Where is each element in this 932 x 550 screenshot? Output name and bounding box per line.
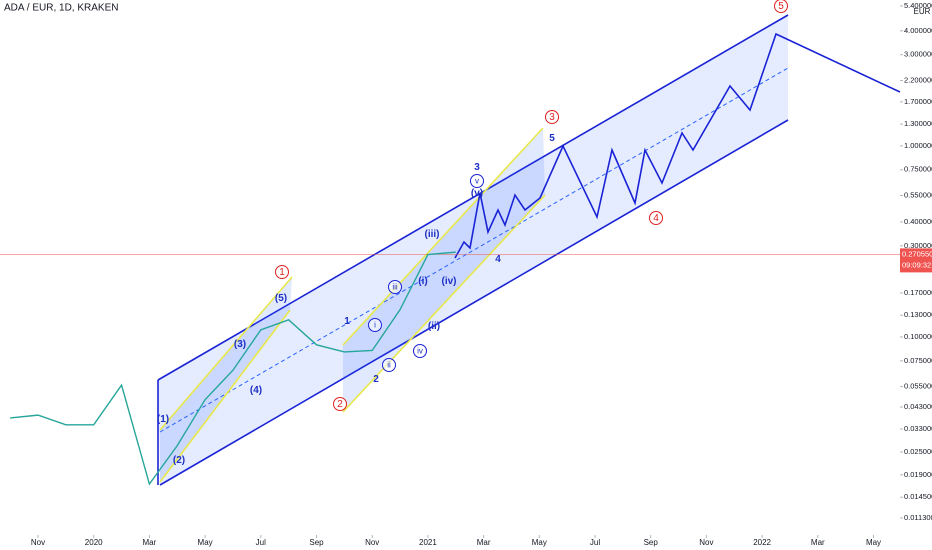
x-tick-label: Sep: [309, 538, 324, 547]
projection: [454, 32, 901, 259]
sub-channel-fill: [343, 128, 545, 412]
annotation: (3): [234, 339, 246, 350]
annotation: 4: [495, 254, 501, 265]
annotation: (iv): [442, 276, 457, 287]
y-tick-label: 0.011300: [904, 513, 932, 522]
x-tick-label: May: [532, 538, 547, 547]
annotation: (i): [418, 276, 427, 287]
annotation: ii: [387, 361, 391, 370]
sub-channel-fill: [160, 277, 292, 482]
channel-upper: [157, 14, 789, 381]
x-tick-label: Sep: [644, 538, 659, 547]
annotation: 5: [778, 1, 784, 12]
annotation: 3: [549, 112, 555, 123]
annotation-circle: [413, 344, 427, 358]
annotation-circle: [649, 211, 663, 225]
annotation: (2): [173, 455, 185, 466]
annotation-circle: [275, 265, 289, 279]
price-line-series: [10, 251, 456, 486]
annotation-circle: [368, 318, 382, 332]
x-tick-label: 2020: [85, 538, 103, 547]
x-tick-label: May: [198, 538, 213, 547]
annotation: iv: [417, 347, 423, 356]
chart-title: ADA / EUR, 1D, KRAKEN: [4, 3, 118, 14]
countdown: 09:09:32: [902, 260, 931, 269]
sub-channel-line: [342, 127, 544, 346]
x-tick-label: Jul: [590, 538, 600, 547]
x-tick-label: Mar: [477, 538, 491, 547]
channel-fill: [158, 15, 788, 485]
channel-lower: [159, 119, 789, 486]
annotation: (iii): [425, 229, 440, 240]
sub-channel-line: [159, 309, 291, 483]
annotation-circle: [545, 110, 559, 124]
x-tick-label: Mar: [143, 538, 157, 547]
annotation: (ii): [428, 321, 440, 332]
annotation: 5: [549, 133, 555, 144]
x-tick-label: Nov: [699, 538, 713, 547]
annotation: (5): [275, 293, 287, 304]
annotation-circle: [382, 358, 396, 372]
annotation: 2: [337, 399, 343, 410]
annotation-circle: [388, 280, 402, 294]
y-tick-label: 2.200000: [904, 75, 932, 84]
x-tick-label: 2022: [753, 538, 771, 547]
x-tick-label: Nov: [365, 538, 379, 547]
price-box: [900, 248, 932, 273]
annotation: 1: [279, 267, 285, 278]
x-tick-label: 2021: [419, 538, 437, 547]
channel-mid: [159, 67, 789, 433]
annotation: 1: [344, 316, 350, 327]
price-label: 0.270550: [902, 249, 932, 258]
annotation: 2: [373, 374, 379, 385]
annotation: v: [475, 177, 479, 186]
annotation: (4): [250, 385, 262, 396]
x-tick-label: Mar: [811, 538, 825, 547]
annotation: 3: [474, 162, 480, 173]
x-tick-label: Nov: [31, 538, 45, 547]
annotation: (v): [471, 188, 483, 199]
annotation-circle: [470, 174, 484, 188]
annotation: i: [374, 321, 376, 330]
sub-channel-line: [159, 276, 293, 431]
annotation: iii: [392, 283, 398, 292]
x-tick-label: May: [866, 538, 881, 547]
y-unit: EUR: [914, 7, 931, 16]
x-tick-label: Jul: [256, 538, 266, 547]
annotation-circle: [333, 397, 347, 411]
annotation: 4: [653, 213, 659, 224]
sub-channel-line: [342, 194, 546, 413]
y-tick-label: 1.700000: [904, 97, 932, 106]
annotation-circle: [774, 0, 788, 13]
annotation: (1): [157, 414, 169, 425]
